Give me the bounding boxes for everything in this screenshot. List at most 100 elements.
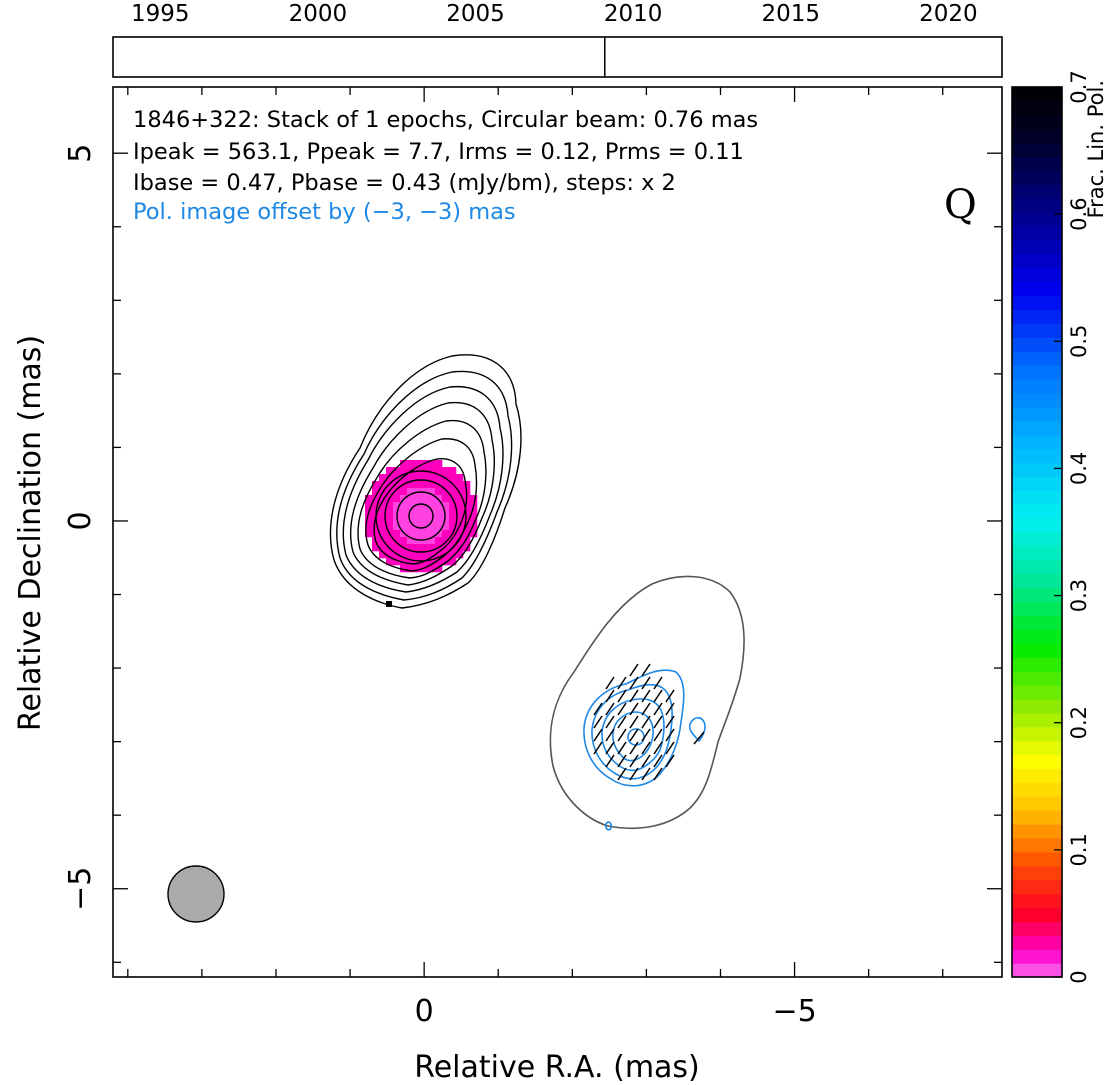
- pol-contour-6: [688, 716, 706, 743]
- frac-pol-pixel: [407, 509, 415, 517]
- frac-pol-pixel: [470, 530, 478, 538]
- colorbar-cell: [1012, 712, 1062, 728]
- frac-pol-pixel: [386, 467, 394, 475]
- frac-pol-pixel: [463, 481, 471, 489]
- x-axis-title: Relative R.A. (mas): [414, 1050, 700, 1085]
- frac-pol-pixel: [435, 467, 443, 475]
- colorbar-tick-label: 0: [1067, 970, 1091, 983]
- evpa-stick: [653, 754, 663, 768]
- frac-pol-pixel: [428, 523, 436, 531]
- frac-pol-pixel: [421, 530, 429, 538]
- minor-ticks: [113, 87, 1002, 977]
- frac-pol-pixel: [386, 509, 394, 517]
- frac-pol-pixel: [414, 460, 422, 468]
- colorbar-cell: [1012, 198, 1062, 213]
- frac-pol-pixel: [386, 516, 394, 524]
- frac-pol-pixel: [407, 502, 415, 510]
- frac-pol-pixel: [414, 509, 422, 517]
- frac-pol-pixel: [393, 502, 401, 510]
- colorbar-cell: [1012, 87, 1062, 102]
- colorbar-cell: [1012, 295, 1062, 311]
- frac-pol-pixel: [463, 509, 471, 517]
- frac-pol-pixel: [421, 523, 429, 531]
- evpa-stick: [641, 663, 651, 677]
- frac-pol-pixel: [470, 516, 478, 524]
- evpa-stick: [593, 715, 603, 729]
- evpa-stick: [665, 689, 675, 703]
- frac-pol-pixel: [372, 530, 380, 538]
- colorbar-cell: [1012, 184, 1062, 199]
- y-tick-label: 5: [63, 144, 98, 163]
- colorbar-cell: [1012, 267, 1062, 283]
- frac-pol-pixel: [456, 481, 464, 489]
- band-label: Q: [944, 182, 977, 228]
- timeline-tick-label: 2000: [289, 1, 348, 27]
- colorbar-cell: [1012, 420, 1062, 436]
- frac-pol-pixel: [414, 530, 422, 538]
- frac-pol-pixel: [442, 558, 450, 566]
- frac-pol-pixel: [372, 544, 380, 552]
- frac-pol-pixel: [470, 523, 478, 531]
- colorbar-cell: [1012, 573, 1062, 589]
- colorbar-cell: [1012, 239, 1062, 255]
- frac-pol-pixel: [435, 488, 443, 496]
- colorbar-cell: [1012, 907, 1062, 922]
- colorbar-cell: [1012, 448, 1062, 464]
- y-axis-title: Relative Declination (mas): [13, 335, 48, 731]
- frac-pol-pixel: [456, 551, 464, 559]
- evpa-stick: [629, 754, 639, 768]
- timeline-tick-label: 2015: [762, 1, 821, 27]
- frac-pol-pixel: [449, 509, 457, 517]
- frac-pol-pixel: [400, 516, 408, 524]
- colorbar-tick-label: 0.7: [1067, 70, 1091, 103]
- evpa-stick: [605, 689, 615, 703]
- pol-contour-2: [591, 683, 673, 780]
- colorbar-cell: [1012, 671, 1062, 686]
- frac-pol-pixel: [449, 467, 457, 475]
- frac-pol-pixel: [407, 558, 415, 566]
- colorbar-cell: [1012, 128, 1062, 144]
- frac-pol-pixel: [442, 537, 450, 545]
- evpa-stick: [605, 728, 615, 742]
- frac-pol-pixel: [442, 467, 450, 475]
- evpa-stick: [605, 702, 615, 716]
- colorbar-cell: [1012, 253, 1062, 269]
- frac-pol-pixel: [393, 523, 401, 531]
- evpa-stick: [629, 689, 639, 703]
- colorbar-tick-label: 0.5: [1067, 325, 1091, 358]
- y-axis: 5 0 −5: [63, 144, 98, 911]
- frac-pol-pixel: [456, 516, 464, 524]
- frac-pol-pixel: [435, 530, 443, 538]
- frac-pol-pixel: [442, 516, 450, 524]
- frac-pol-pixel: [456, 509, 464, 517]
- evpa-stick: [617, 702, 627, 716]
- colorbar-cell: [1012, 643, 1062, 658]
- frac-pol-pixel: [407, 474, 415, 482]
- colorbar-cell: [1012, 337, 1062, 352]
- frac-pol-pixel: [400, 474, 408, 482]
- evpa-stick: [641, 754, 651, 768]
- frac-pol-pixel: [463, 502, 471, 510]
- colorbar: 0 0.1 0.2 0.3 0.4 0.5 0.6 0.7 Frac. Lin. Pol.: [1011, 70, 1108, 984]
- frac-pol-pixel: [428, 495, 436, 503]
- colorbar-cell: [1012, 559, 1062, 575]
- evpa-stick: [617, 676, 627, 690]
- frac-pol-pixel: [463, 530, 471, 538]
- map-content: [167, 354, 745, 923]
- colorbar-cell: [1012, 587, 1062, 603]
- frac-pol-pixel: [435, 558, 443, 566]
- evpa-stick: [629, 728, 639, 742]
- colorbar-cell: [1012, 114, 1062, 130]
- frac-pol-pixel: [386, 523, 394, 531]
- colorbar-cell: [1012, 532, 1062, 547]
- colorbar-cell: [1012, 170, 1062, 185]
- colorbar-cell: [1012, 212, 1062, 227]
- stokes-i-contour-3: [342, 385, 504, 593]
- frac-pol-pixel: [407, 544, 415, 552]
- frac-pol-pixel: [442, 544, 450, 552]
- colorbar-cell: [1012, 156, 1062, 172]
- frac-pol-pixel: [407, 551, 415, 559]
- colorbar-cell: [1012, 684, 1062, 700]
- pol-offset-note: Pol. image offset by (−3, −3) mas: [133, 199, 516, 225]
- frac-pol-pixel: [442, 530, 450, 538]
